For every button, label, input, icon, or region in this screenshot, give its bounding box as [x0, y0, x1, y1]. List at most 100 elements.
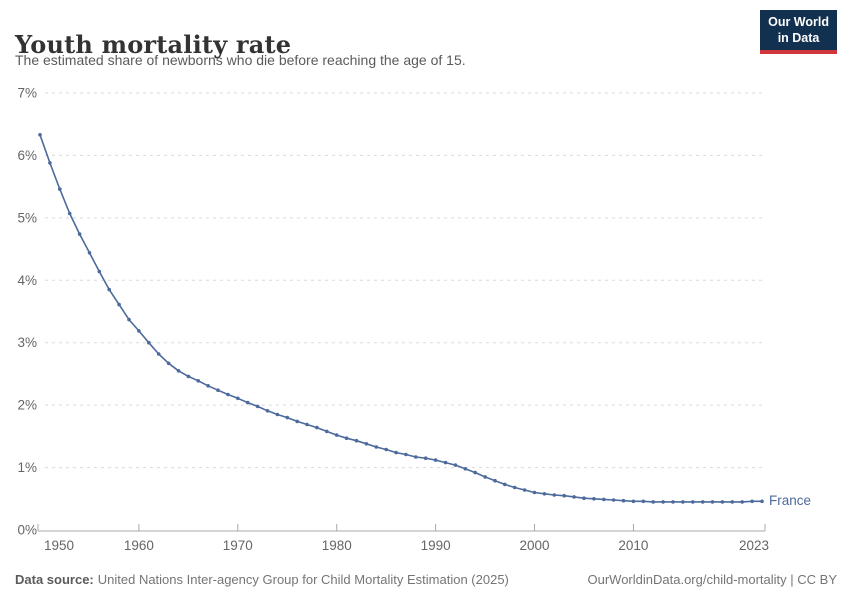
series-point[interactable] — [730, 500, 735, 504]
series-point[interactable] — [354, 438, 359, 443]
y-axis-tick-label: 0% — [17, 523, 37, 538]
series-point[interactable] — [750, 499, 754, 504]
series-point[interactable] — [671, 500, 675, 504]
series-point[interactable] — [176, 369, 181, 373]
series-line-france[interactable] — [39, 134, 762, 503]
series-point[interactable] — [48, 161, 52, 165]
series-point[interactable] — [512, 485, 517, 490]
series-point[interactable] — [602, 497, 606, 502]
owid-logo-line2: in Data — [777, 30, 820, 45]
data-source-label: Data source: — [15, 572, 94, 587]
series-point[interactable] — [364, 442, 369, 446]
series-point[interactable] — [127, 317, 131, 322]
owid-logo-line1: Our World — [768, 15, 829, 29]
series-point[interactable] — [651, 500, 655, 504]
series-point[interactable] — [592, 497, 596, 501]
y-axis-tick-label: 7% — [17, 86, 37, 101]
y-axis-tick-label: 1% — [17, 460, 37, 475]
series-point[interactable] — [334, 433, 339, 437]
y-axis-tick-label: 4% — [17, 273, 37, 288]
series-point[interactable] — [245, 400, 250, 405]
series-point[interactable] — [67, 211, 72, 216]
series-point[interactable] — [384, 447, 389, 452]
series-point[interactable] — [522, 488, 527, 492]
y-axis-tick-label: 3% — [17, 335, 37, 350]
series-point[interactable] — [255, 404, 260, 409]
series-point[interactable] — [107, 287, 111, 292]
series-point[interactable] — [552, 493, 557, 497]
series-point[interactable] — [453, 463, 458, 467]
series-point[interactable] — [720, 500, 725, 504]
series-point[interactable] — [265, 409, 270, 413]
series-point[interactable] — [562, 493, 566, 498]
series-end-label-france[interactable]: France — [769, 493, 812, 508]
series-point[interactable] — [295, 419, 300, 424]
series-point[interactable] — [582, 496, 586, 501]
series-point[interactable] — [621, 498, 626, 503]
series-point[interactable] — [137, 329, 141, 333]
x-axis-tick-label: 2000 — [519, 538, 549, 553]
series-point[interactable] — [344, 436, 349, 441]
series-point[interactable] — [58, 187, 62, 191]
page-title: Youth mortality rate — [15, 30, 292, 60]
series-point[interactable] — [710, 500, 715, 504]
series-point[interactable] — [374, 445, 379, 449]
series-point[interactable] — [236, 396, 240, 401]
series-point[interactable] — [77, 232, 82, 236]
series-point[interactable] — [760, 499, 764, 504]
series-point[interactable] — [483, 475, 487, 479]
series-point[interactable] — [325, 429, 329, 434]
x-axis-tick-label: 2023 — [739, 538, 769, 553]
series-point[interactable] — [305, 422, 309, 427]
series-point[interactable] — [532, 490, 537, 495]
series-point[interactable] — [186, 374, 191, 379]
series-point[interactable] — [147, 340, 151, 345]
series-point[interactable] — [542, 492, 547, 496]
y-axis-tick-label: 2% — [17, 398, 37, 413]
chart-subtitle: The estimated share of newborns who die … — [15, 52, 466, 68]
series-point[interactable] — [196, 379, 200, 383]
x-axis-tick-label: 1990 — [421, 538, 451, 553]
series-point[interactable] — [641, 499, 646, 504]
series-point[interactable] — [493, 478, 497, 483]
series-point[interactable] — [156, 352, 161, 356]
series-point[interactable] — [97, 269, 102, 274]
series-point[interactable] — [473, 470, 478, 475]
series-point[interactable] — [87, 251, 92, 255]
data-source-text: United Nations Inter-agency Group for Ch… — [97, 572, 509, 587]
series-point[interactable] — [275, 412, 280, 417]
owid-citation-link[interactable]: OurWorldinData.org/child-mortality | CC … — [587, 572, 838, 587]
series-point[interactable] — [117, 302, 121, 307]
chart-footer: Data source: United Nations Inter-agency … — [15, 572, 837, 587]
series-point[interactable] — [572, 495, 576, 499]
x-axis-tick-label: 1970 — [223, 538, 253, 553]
series-point[interactable] — [394, 450, 398, 455]
series-point[interactable] — [691, 500, 695, 504]
series-point[interactable] — [226, 392, 230, 397]
series-point[interactable] — [285, 415, 290, 420]
series-point[interactable] — [631, 499, 636, 504]
series-point[interactable] — [414, 455, 418, 459]
series-point[interactable] — [443, 460, 448, 465]
series-point[interactable] — [433, 458, 438, 462]
series-point[interactable] — [38, 133, 42, 137]
series-point[interactable] — [463, 467, 468, 471]
series-point[interactable] — [740, 500, 744, 504]
series-point[interactable] — [661, 500, 665, 504]
series-point[interactable] — [166, 361, 171, 366]
series-point[interactable] — [404, 452, 408, 457]
series-point[interactable] — [700, 500, 705, 504]
x-axis-tick-label: 1960 — [124, 538, 154, 553]
x-axis-tick-label: 2010 — [618, 538, 648, 553]
series-point[interactable] — [315, 425, 319, 430]
owid-logo[interactable]: Our World in Data — [760, 10, 837, 55]
series-point[interactable] — [503, 482, 507, 487]
series-point[interactable] — [681, 500, 685, 504]
series-point[interactable] — [611, 498, 616, 502]
series-point[interactable] — [216, 388, 220, 393]
x-axis-tick-label: 1980 — [322, 538, 352, 553]
series-point[interactable] — [206, 384, 210, 388]
series-point[interactable] — [423, 456, 428, 461]
